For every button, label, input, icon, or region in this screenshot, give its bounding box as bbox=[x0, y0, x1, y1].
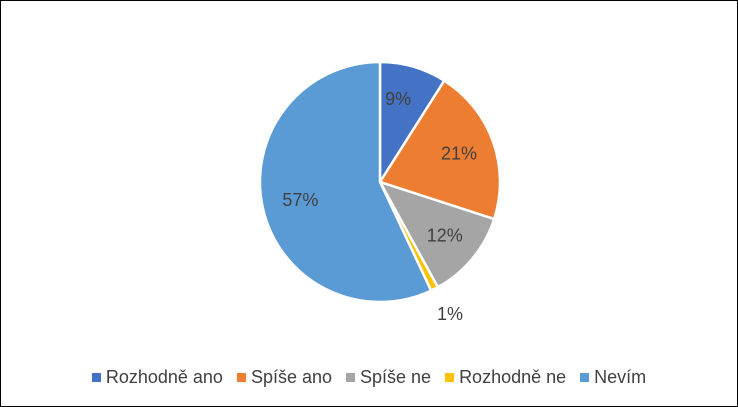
legend-item-rozhodně-ano: Rozhodně ano bbox=[91, 366, 223, 388]
pie-slice-nevím bbox=[258, 60, 433, 304]
legend-swatch bbox=[580, 372, 590, 382]
data-label-spíše-ano: 21% bbox=[441, 144, 477, 164]
legend-label: Spíše ne bbox=[360, 366, 432, 387]
data-label-rozhodně-ne: 1% bbox=[437, 304, 463, 324]
legend-item-spíše-ne: Spíše ne bbox=[346, 367, 431, 388]
legend-swatch bbox=[91, 372, 101, 382]
data-label-spíše-ne: 12% bbox=[427, 226, 463, 246]
legend-swatch bbox=[236, 372, 246, 382]
pie-slices bbox=[258, 60, 502, 304]
legend-label: Spíše ano bbox=[250, 366, 332, 387]
pie-slice-spíše-ano bbox=[378, 79, 502, 221]
legend-label: Nevím bbox=[594, 366, 647, 387]
pie-data-labels: 9% 21% 12% 1% 57% bbox=[282, 89, 477, 324]
legend-swatch bbox=[445, 372, 455, 382]
legend-label: Rozhodně ne bbox=[459, 366, 567, 387]
legend: Rozhodně ano Spíše ano Spíše ne Rozhodně ne… bbox=[1, 365, 737, 389]
legend-item-spíše-ano: Spíše ano bbox=[236, 366, 332, 388]
legend-item-nevím: Nevím bbox=[580, 367, 646, 388]
data-label-rozhodně-ano: 9% bbox=[385, 89, 411, 109]
pie-slice-spíše-ne bbox=[378, 180, 496, 289]
legend-swatch bbox=[346, 372, 355, 382]
legend-item-rozhodně-ne: Rozhodně ne bbox=[445, 367, 566, 388]
legend-label: Rozhodně ano bbox=[105, 366, 223, 387]
data-label-nevím: 57% bbox=[282, 190, 318, 210]
